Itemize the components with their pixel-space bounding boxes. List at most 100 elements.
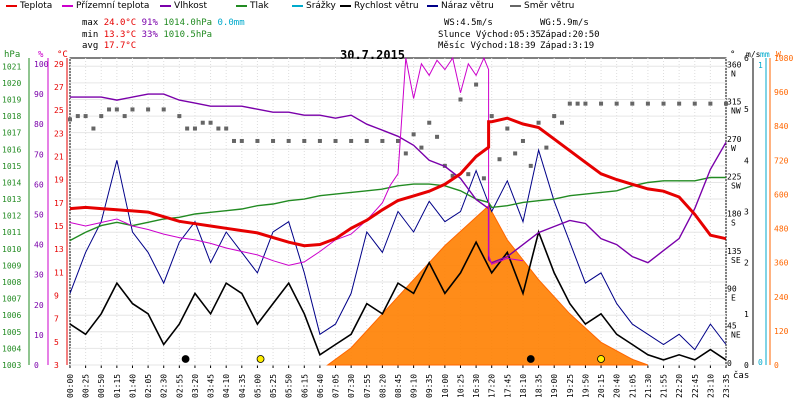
x-tick-label: 03:45 [207, 374, 216, 398]
direction-point [442, 163, 447, 168]
pressure-tick-label: 1017 [2, 129, 21, 138]
direction-point [161, 107, 166, 112]
x-tick-label: 01:15 [113, 374, 122, 398]
temperature-axis-unit: °C [57, 50, 68, 60]
solar-axis-unit: W [776, 50, 781, 59]
direction-point [130, 107, 135, 112]
plot-frame [69, 57, 727, 366]
direction-point [99, 114, 104, 119]
stats-avg: avg 17.7°C [82, 41, 137, 51]
direction-point [677, 101, 682, 106]
direction-point [513, 151, 518, 156]
direction-point [505, 126, 510, 131]
direction-tick-label: 0 [727, 359, 732, 368]
direction-point [122, 114, 127, 119]
direction-point [396, 138, 400, 143]
humidity-tick-label: 20 [34, 301, 44, 310]
pressure-tick-label: 1018 [2, 112, 21, 121]
direction-point [481, 176, 486, 181]
pressure-tick-label: 1011 [2, 228, 21, 237]
temperature-tick-label: 13 [54, 245, 64, 254]
direction-tick-label: 90 [727, 284, 737, 293]
x-tick-label: 19:50 [581, 374, 590, 398]
direction-point [216, 126, 221, 131]
direction-compass-label: W [731, 144, 736, 153]
pressure-tick-label: 1013 [2, 195, 21, 204]
legend-swatch [427, 4, 438, 7]
x-tick-label: 05:50 [285, 374, 294, 398]
direction-point [544, 145, 549, 150]
x-tick-label: 06:15 [300, 374, 309, 398]
pressure-tick-label: 1021 [2, 62, 21, 71]
direction-point [614, 101, 619, 106]
legend-swatch [160, 4, 171, 7]
moon-info: Měsíc Východ:18:39 [438, 41, 536, 51]
direction-axis-unit: ° [730, 50, 735, 60]
x-tick-label: 09:10 [410, 374, 419, 398]
direction-point [200, 120, 205, 125]
x-tick-label: 21:55 [660, 374, 669, 398]
direction-point [575, 101, 580, 106]
temperature-tick-label: 23 [54, 129, 64, 138]
solar-tick-label: 840 [774, 122, 789, 131]
solar-tick-label: 120 [774, 327, 789, 336]
wind-tick-label: 1 [744, 310, 749, 319]
x-tick-label: 19:00 [550, 374, 559, 398]
x-tick-label: 23:35 [722, 374, 731, 398]
direction-point [489, 114, 494, 119]
direction-point [349, 138, 354, 143]
x-tick-label: 23:10 [706, 374, 715, 398]
wind-tick-label: 2 [744, 259, 749, 268]
direction-point [474, 82, 479, 87]
x-tick-label: 04:35 [238, 374, 247, 398]
legend-swatch [236, 4, 247, 7]
legend: Teplota Přízemní teplota Vlhkost Tlak Srážky… [0, 0, 800, 14]
direction-point [560, 120, 564, 125]
pressure-line [69, 176, 726, 242]
temperature-tick-label: 29 [54, 60, 64, 69]
legend-item: Teplota [6, 1, 52, 11]
pressure-tick-label: 1008 [2, 278, 21, 287]
sunset-marker [597, 355, 605, 363]
x-tick-label: 17:45 [503, 374, 512, 398]
direction-compass-label: SW [731, 181, 741, 190]
direction-point [68, 117, 72, 122]
humidity-tick-label: 30 [34, 271, 44, 280]
direction-point [271, 138, 276, 143]
direction-point [114, 107, 119, 112]
pressure-tick-label: 1016 [2, 145, 21, 154]
legend-label: Teplota [20, 1, 53, 11]
temperature-tick-label: 17 [54, 199, 64, 208]
x-tick-label: 21:05 [628, 374, 637, 398]
direction-point [255, 138, 260, 143]
pressure-tick-label: 1014 [2, 178, 21, 187]
legend-item: Směr větru [510, 1, 574, 11]
solar-tick-label: 240 [774, 293, 789, 302]
moonset-info: Západ:3:19 [540, 41, 595, 51]
direction-tick-label: 360 [727, 60, 742, 69]
x-tick-label: 03:20 [191, 374, 200, 398]
legend-item: Vlhkost [160, 1, 207, 11]
pressure-axis-unit: hPa [4, 50, 20, 60]
temperature-tick-label: 25 [54, 106, 64, 115]
legend-item: Tlak [236, 1, 269, 11]
legend-label: Srážky [306, 1, 336, 11]
solar-tick-label: 600 [774, 190, 789, 199]
x-tick-label: 21:30 [644, 374, 653, 398]
direction-point [91, 126, 96, 131]
direction-tick-label: 225 [727, 172, 742, 181]
x-tick-label: 05:00 [253, 374, 262, 398]
ground-temperature-line [69, 56, 524, 266]
direction-point [177, 114, 182, 119]
direction-tick-label: 270 [727, 135, 742, 144]
pressure-tick-label: 1020 [2, 79, 21, 88]
legend-item: Srážky [292, 1, 336, 11]
legend-item: Přízemní teplota [62, 1, 149, 11]
legend-label: Tlak [250, 1, 269, 11]
direction-compass-label: S [731, 219, 736, 228]
x-tick-label: 18:10 [519, 374, 528, 398]
direction-point [552, 114, 557, 119]
direction-compass-label: NE [731, 331, 741, 340]
x-tick-label: 10:00 [441, 374, 450, 398]
